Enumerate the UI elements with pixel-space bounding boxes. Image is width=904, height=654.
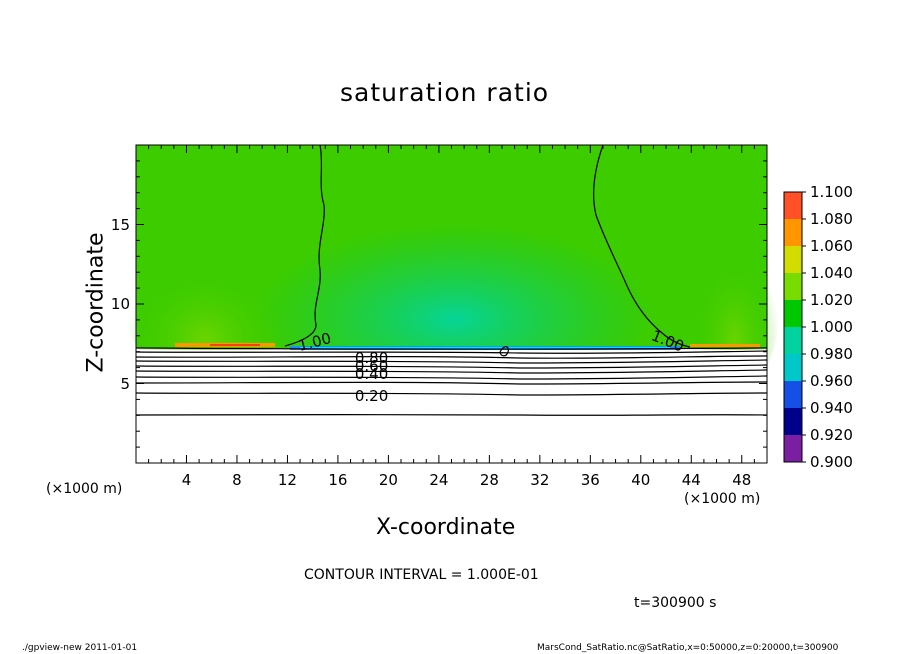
- contour-lines: [135, 144, 768, 416]
- contour-1-00-right: [592, 144, 691, 348]
- white-region: [136, 350, 767, 463]
- colorbar-swatch: [784, 327, 802, 354]
- footer-right: MarsCond_SatRatio.nc@SatRatio,x=0:50000,…: [537, 643, 839, 653]
- x-tick-label: 36: [580, 471, 600, 489]
- colorbar-swatch: [784, 354, 802, 381]
- colorbar-swatch: [784, 300, 802, 327]
- x-tick-label: 44: [681, 471, 701, 489]
- colorbar-label: 1.080: [810, 210, 853, 228]
- x-tick-label: 8: [232, 471, 242, 489]
- y-tick-label: 10: [110, 295, 130, 313]
- time-label: t=300900 s: [634, 595, 717, 611]
- contour-interval: CONTOUR INTERVAL = 1.000E-01: [304, 567, 539, 583]
- x-tick-label: 24: [429, 471, 449, 489]
- footer-left: ./gpview-new 2011-01-01: [22, 643, 138, 653]
- x-tick-label: 40: [631, 471, 651, 489]
- chart-title: saturation ratio: [340, 78, 550, 107]
- contour-label: 0.40: [354, 364, 389, 383]
- y-tick-label: 5: [120, 374, 130, 393]
- tick-marks: [136, 145, 767, 463]
- contour-0-20: [135, 392, 768, 396]
- colorbar-label: 0.940: [810, 399, 853, 417]
- x-tick-label: 16: [328, 471, 348, 489]
- colorbar-label: 0.960: [810, 372, 853, 390]
- x-unit-right: (×1000 m): [684, 491, 761, 507]
- contour-0-30: [135, 381, 768, 385]
- contour-small-loop: [499, 346, 509, 357]
- colorbar-swatch: [784, 435, 802, 462]
- x-tick-label: 20: [378, 471, 398, 489]
- colorbar-label: 0.920: [810, 426, 853, 444]
- contour-1-00-left: [284, 144, 325, 347]
- contour-label: 0.80: [354, 349, 389, 368]
- colorbar-label: 1.000: [810, 318, 853, 336]
- contour-0-70: [135, 359, 768, 364]
- x-tick-label: 12: [277, 471, 297, 489]
- cyan-band-center: [300, 347, 670, 349]
- contour-0-60: [135, 364, 768, 369]
- colorbar-label: 1.060: [810, 237, 853, 255]
- contour-0-40: [135, 375, 768, 380]
- colorbar: [783, 191, 806, 463]
- contour-label: 0.20: [354, 387, 389, 406]
- colorbar-label: 1.040: [810, 264, 853, 282]
- contour-label: 0.60: [354, 357, 389, 375]
- colorbar-swatch: [784, 273, 802, 300]
- x-tick-label: 28: [479, 471, 499, 489]
- colorbar-label: 0.900: [810, 453, 853, 471]
- contour-0-10: [135, 413, 768, 416]
- colorbar-swatch: [784, 381, 802, 408]
- colorbar-swatch: [784, 219, 802, 246]
- colorbar-swatch: [784, 408, 802, 435]
- contour-0-90: [135, 350, 768, 354]
- contour-0-50: [135, 369, 768, 374]
- colorbar-swatch: [784, 192, 802, 219]
- colorbar-label: 1.020: [810, 291, 853, 309]
- x-tick-label: 48: [732, 471, 752, 489]
- colorbar-label: 1.100: [810, 183, 853, 201]
- contour-0-80: [135, 355, 768, 359]
- x-unit-left: (×1000 m): [46, 481, 123, 497]
- x-axis-title: X-coordinate: [376, 515, 516, 540]
- contour-base: [135, 347, 768, 350]
- plot-field: [125, 144, 780, 463]
- x-tick-label: 32: [530, 471, 550, 489]
- orange-band-right: [690, 344, 760, 347]
- colorbar-swatch: [784, 246, 802, 273]
- y-tick-label: 15: [110, 215, 130, 234]
- colorbar-label: 0.980: [810, 345, 853, 363]
- red-band-left: [210, 344, 260, 346]
- x-tick-label: 4: [181, 471, 192, 489]
